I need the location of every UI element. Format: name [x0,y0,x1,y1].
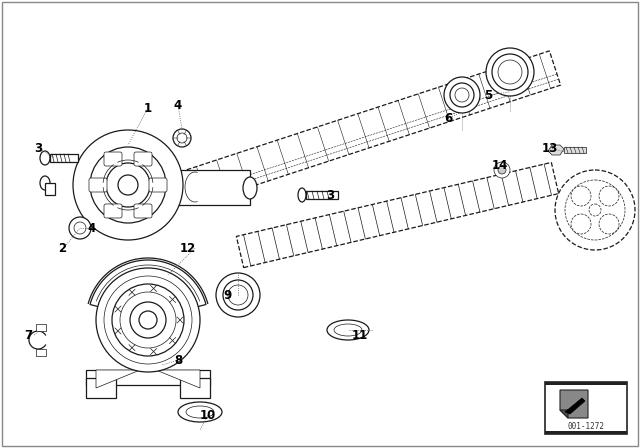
Bar [86,370,210,385]
Circle shape [492,54,528,90]
Text: 3: 3 [326,189,334,202]
Circle shape [444,77,480,113]
Text: 001-1272: 001-1272 [568,422,605,431]
Ellipse shape [186,406,214,418]
Text: 4: 4 [88,221,96,234]
Ellipse shape [334,324,362,336]
Bar [36,324,46,331]
Text: 2: 2 [58,241,66,254]
Ellipse shape [298,188,306,202]
Text: 5: 5 [484,89,492,102]
Polygon shape [186,51,561,204]
Circle shape [173,129,191,147]
FancyBboxPatch shape [104,204,122,218]
Circle shape [120,292,176,348]
Polygon shape [96,370,140,388]
Circle shape [90,147,166,223]
Text: 8: 8 [174,353,182,366]
Circle shape [571,214,591,234]
Bar [86,378,116,398]
Circle shape [118,175,138,195]
Text: 10: 10 [200,409,216,422]
Bar [545,431,627,434]
Bar [36,349,46,356]
Circle shape [599,186,619,206]
Ellipse shape [168,169,182,204]
Circle shape [494,162,510,178]
Bar [545,382,627,434]
Text: 9: 9 [224,289,232,302]
Circle shape [96,268,200,372]
Text: 3: 3 [34,142,42,155]
Ellipse shape [178,402,222,422]
Polygon shape [560,410,568,418]
Text: 6: 6 [444,112,452,125]
FancyBboxPatch shape [134,204,152,218]
Circle shape [565,180,625,240]
FancyBboxPatch shape [149,178,167,192]
Polygon shape [156,370,200,388]
Text: 12: 12 [180,241,196,254]
Bar [50,154,78,162]
FancyBboxPatch shape [134,152,152,166]
Circle shape [106,163,150,207]
Circle shape [498,166,506,174]
Text: 7: 7 [24,328,32,341]
Circle shape [223,280,253,310]
Polygon shape [565,398,585,414]
Ellipse shape [40,176,50,190]
Circle shape [112,284,184,356]
Circle shape [589,204,601,216]
Circle shape [571,186,591,206]
FancyBboxPatch shape [89,178,107,192]
Circle shape [69,217,91,239]
Circle shape [498,60,522,84]
Circle shape [599,214,619,234]
Circle shape [216,273,260,317]
Circle shape [73,130,183,240]
Bar [564,147,586,153]
Bar [45,183,55,195]
Polygon shape [560,390,588,418]
Ellipse shape [40,151,50,165]
Ellipse shape [243,177,257,199]
Bar [180,378,210,398]
Text: 11: 11 [352,328,368,341]
Text: 4: 4 [174,99,182,112]
Circle shape [555,170,635,250]
Circle shape [130,302,166,338]
FancyBboxPatch shape [104,152,122,166]
Circle shape [450,83,474,107]
Circle shape [455,88,469,102]
Bar [306,191,338,199]
Circle shape [74,222,86,234]
Bar [175,170,250,205]
Circle shape [104,276,192,364]
Polygon shape [236,163,559,267]
Circle shape [228,285,248,305]
Text: 14: 14 [492,159,508,172]
Ellipse shape [327,320,369,340]
Text: 13: 13 [542,142,558,155]
Text: 1: 1 [144,102,152,115]
Wedge shape [90,260,206,308]
Circle shape [139,311,157,329]
Polygon shape [548,145,564,155]
Circle shape [486,48,534,96]
Bar [545,382,627,385]
Circle shape [177,133,187,143]
